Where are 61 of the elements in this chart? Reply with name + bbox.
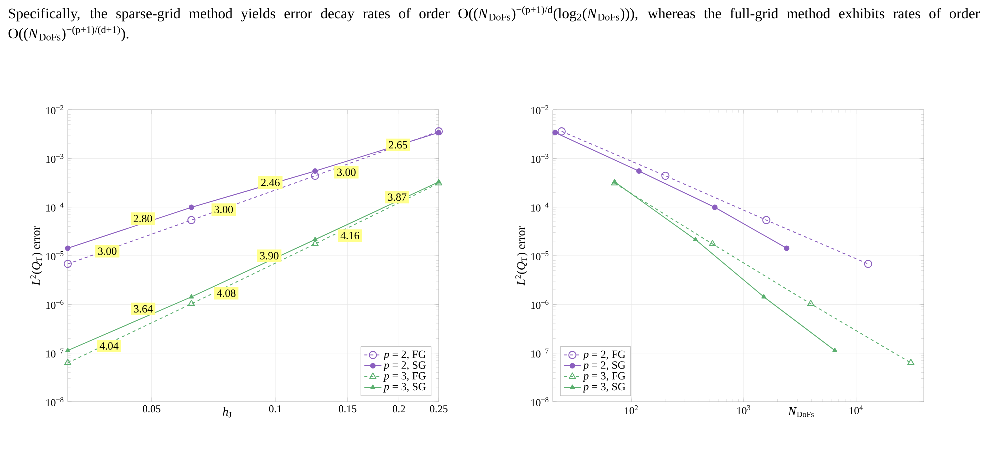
y-tick-label: 10$^{−7}$ [46, 348, 64, 358]
y-tick-label: 10$^{−2}$ [532, 106, 549, 114]
legend-label: p = 3, SG [383, 383, 426, 393]
x-tick-label: 0.2 [393, 406, 406, 413]
annotation: 4.08 [217, 290, 236, 298]
legend-label: p = 2, SG [582, 362, 626, 372]
y-tick-label: 10$^{−8}$ [532, 398, 549, 406]
annotation: 3.00 [98, 248, 117, 256]
y-tick-label: 10$^{−4}$ [532, 202, 549, 212]
annotation: 3.64 [134, 305, 153, 313]
x-tick-label: 10$^{2}$ [625, 406, 638, 414]
annotation: 3.00 [338, 168, 356, 176]
annotation: 3.87 [388, 194, 407, 202]
point [434, 128, 444, 136]
x-tick-label: 0.25 [430, 406, 448, 413]
legend-label: p = 3, FG [582, 372, 626, 382]
annotation: 4.16 [340, 232, 360, 240]
point [188, 216, 196, 224]
y-axis-title: L$^{2}$(Q$_{T}$) error [516, 226, 528, 286]
x-axis-title: h$_{J}$ [223, 408, 232, 418]
x-tick-label: 0.05 [143, 406, 161, 413]
x-tick-label: 0.15 [339, 406, 357, 413]
legend-label: p = 3, SG [582, 383, 626, 393]
point [436, 130, 442, 136]
y-tick-label: 10$^{−3}$ [532, 154, 549, 164]
y-tick-label: 10$^{−5}$ [46, 252, 64, 260]
annotation: 3.90 [260, 252, 279, 260]
legend-label: p = 2, FG [582, 350, 626, 360]
y-tick-label: 10$^{−5}$ [532, 252, 549, 260]
point [312, 168, 318, 174]
point [65, 246, 71, 252]
y-tick-label: 10$^{−7}$ [532, 348, 549, 358]
y-tick-label: 10$^{−8}$ [46, 398, 64, 406]
point [64, 260, 72, 268]
y-tick-label: 10$^{−6}$ [532, 300, 549, 310]
legend-label: p = 2, SG [383, 362, 426, 372]
annotation: 4.04 [100, 342, 119, 350]
point [64, 359, 72, 366]
x-tick-label: 10$^{4}$ [850, 406, 864, 414]
point [312, 237, 318, 242]
annotation: 2.80 [134, 215, 152, 223]
annotation: 3.00 [214, 206, 234, 214]
y-tick-label: 10$^{−4}$ [46, 202, 64, 212]
point [311, 172, 320, 180]
y-tick-label: 10$^{−6}$ [46, 300, 64, 310]
point [312, 240, 319, 246]
annotation: 2.46 [261, 179, 280, 186]
point [188, 300, 196, 306]
point [189, 294, 194, 299]
legend-label: p = 3, FG [383, 372, 426, 382]
x-tick-label: 0.1 [269, 406, 282, 413]
y-tick-label: 10$^{−2}$ [46, 106, 64, 114]
x-axis-title: N$_{DoFs}$ [788, 408, 814, 418]
text: Specifically, the sparse-grid method yields error decay rates of order O((N$_{DoFs}$)$^{−(p+1)/d}$(log$_{2}$(N$_{DoFs}$))), whereas the full-grid method exhibits rates of order O((N$_{DoFs}$)$^{−(p+1)/(d+1)}$). [8, 6, 980, 42]
annotation: 2.65 [389, 141, 408, 149]
x-tick-label: 10$^{3}$ [738, 406, 751, 414]
legend-label: p = 2, FG [383, 350, 426, 360]
y-tick-label: 10$^{−3}$ [46, 154, 64, 164]
point [188, 204, 194, 210]
point [66, 348, 70, 352]
y-axis-title: L$^{2}$(Q$_{T}$) error [30, 226, 43, 286]
